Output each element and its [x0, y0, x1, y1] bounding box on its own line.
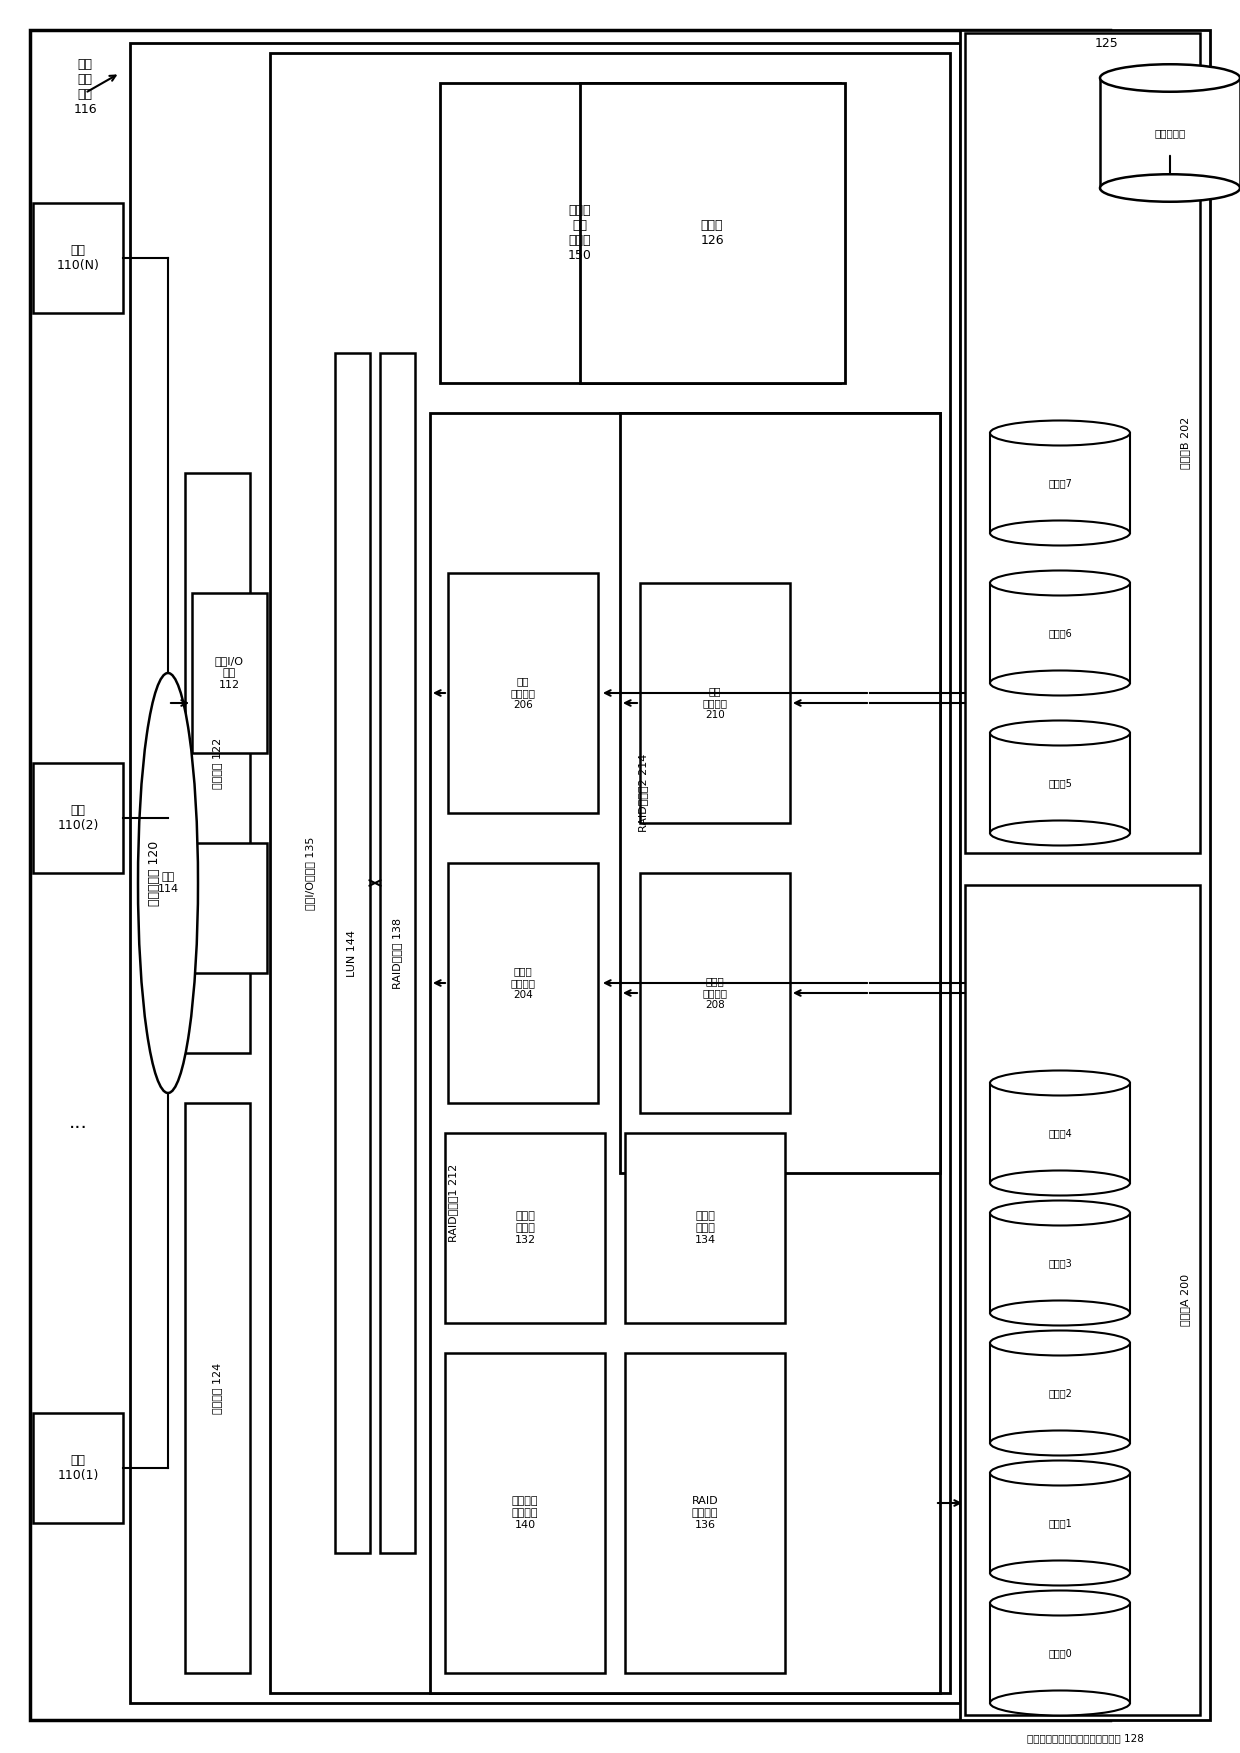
Bar: [270, 53, 950, 1693]
Bar: [448, 862, 598, 1103]
Bar: [185, 473, 250, 1054]
Bar: [990, 1213, 1130, 1313]
Text: 主机I/O
操作
112: 主机I/O 操作 112: [215, 656, 243, 689]
Ellipse shape: [990, 1460, 1130, 1485]
Ellipse shape: [990, 521, 1130, 545]
Text: 存储处理器 120: 存储处理器 120: [149, 840, 161, 906]
Bar: [445, 1353, 605, 1672]
Bar: [990, 584, 1130, 684]
Bar: [625, 1353, 785, 1672]
Text: 驱动器
资源池
132: 驱动器 资源池 132: [515, 1211, 536, 1245]
Ellipse shape: [990, 1171, 1130, 1196]
Text: RAID映射表 138: RAID映射表 138: [392, 917, 402, 989]
Text: 主机
110(N): 主机 110(N): [57, 244, 99, 272]
Text: 驱动器
添加
处理器
150: 驱动器 添加 处理器 150: [568, 203, 591, 261]
Bar: [990, 1343, 1130, 1443]
Bar: [335, 352, 370, 1553]
Ellipse shape: [990, 1071, 1130, 1096]
Text: 驱动器3: 驱动器3: [1048, 1259, 1071, 1267]
Bar: [640, 584, 790, 822]
Bar: [448, 573, 598, 813]
Text: RAID盘区组2 214: RAID盘区组2 214: [639, 754, 649, 833]
Text: 存储对象
映射逻辑
140: 存储对象 映射逻辑 140: [512, 1497, 538, 1530]
Text: 物理非易失性数据存储驱动器阵列 128: 物理非易失性数据存储驱动器阵列 128: [1027, 1734, 1143, 1742]
Text: 驱动器2: 驱动器2: [1048, 1388, 1071, 1397]
Text: 伙伴组A 200: 伙伴组A 200: [1180, 1274, 1190, 1325]
Bar: [130, 44, 960, 1702]
Text: 已分配
驱动器区
204: 已分配 驱动器区 204: [511, 966, 536, 999]
Text: ...: ...: [68, 1113, 87, 1132]
Bar: [33, 1413, 123, 1523]
Text: 驱动器6: 驱动器6: [1048, 628, 1071, 638]
Text: RAID盘区组1 212: RAID盘区组1 212: [448, 1164, 458, 1243]
Bar: [192, 593, 267, 754]
Bar: [990, 1602, 1130, 1702]
Text: 空闲
驱动器区
210: 空闲 驱动器区 210: [703, 687, 728, 719]
Bar: [965, 33, 1200, 854]
Bar: [965, 885, 1200, 1714]
Ellipse shape: [990, 1430, 1130, 1455]
Ellipse shape: [990, 720, 1130, 745]
Text: 125: 125: [1095, 37, 1118, 49]
Ellipse shape: [990, 421, 1130, 445]
Bar: [990, 733, 1130, 833]
Text: LUN 144: LUN 144: [347, 929, 357, 976]
Bar: [430, 414, 940, 1693]
Bar: [33, 203, 123, 314]
Bar: [440, 82, 839, 382]
Bar: [1100, 77, 1240, 188]
Ellipse shape: [990, 1331, 1130, 1355]
Text: 主机I/O处理器 135: 主机I/O处理器 135: [305, 836, 315, 910]
Bar: [30, 30, 1110, 1720]
Text: 已分配
驱动器区
208: 已分配 驱动器区 208: [703, 976, 728, 1010]
Ellipse shape: [990, 1201, 1130, 1225]
Ellipse shape: [990, 670, 1130, 696]
Text: 数据
存储
系统
116: 数据 存储 系统 116: [73, 58, 97, 116]
Ellipse shape: [138, 673, 198, 1094]
Text: 网络
114: 网络 114: [157, 873, 179, 894]
Ellipse shape: [990, 570, 1130, 596]
Text: 主机
110(2): 主机 110(2): [57, 805, 99, 833]
Bar: [580, 82, 844, 382]
Text: 主机
110(1): 主机 110(1): [57, 1453, 99, 1481]
Text: 驱动器
区域池
134: 驱动器 区域池 134: [694, 1211, 715, 1245]
Text: 驱动器4: 驱动器4: [1048, 1127, 1071, 1138]
Ellipse shape: [1100, 65, 1240, 91]
Bar: [33, 763, 123, 873]
Text: 驱动器7: 驱动器7: [1048, 479, 1071, 487]
Bar: [192, 843, 267, 973]
Text: 新的驱动器: 新的驱动器: [1154, 128, 1185, 138]
Ellipse shape: [990, 1590, 1130, 1616]
Bar: [640, 873, 790, 1113]
Ellipse shape: [990, 1690, 1130, 1716]
Bar: [379, 352, 415, 1553]
Bar: [445, 1132, 605, 1324]
Text: 驱动器5: 驱动器5: [1048, 778, 1071, 789]
Text: 处理电路 124: 处理电路 124: [212, 1362, 222, 1413]
Text: RAID
映射逻辑
136: RAID 映射逻辑 136: [692, 1497, 718, 1530]
Text: 存储器
126: 存储器 126: [701, 219, 724, 247]
Text: 空闲
驱动器区
206: 空闲 驱动器区 206: [511, 677, 536, 710]
Ellipse shape: [990, 1560, 1130, 1585]
Text: 驱动器1: 驱动器1: [1048, 1518, 1071, 1529]
Ellipse shape: [990, 820, 1130, 845]
Text: 通信接口 122: 通信接口 122: [212, 738, 222, 789]
Bar: [620, 414, 940, 1173]
Bar: [990, 1083, 1130, 1183]
Bar: [990, 433, 1130, 533]
Bar: [625, 1132, 785, 1324]
Ellipse shape: [1100, 174, 1240, 202]
Bar: [185, 1103, 250, 1672]
Text: 驱动器0: 驱动器0: [1048, 1648, 1071, 1658]
Bar: [990, 1473, 1130, 1572]
Ellipse shape: [990, 1301, 1130, 1325]
Text: 伙伴组B 202: 伙伴组B 202: [1180, 417, 1190, 470]
Bar: [960, 30, 1210, 1720]
